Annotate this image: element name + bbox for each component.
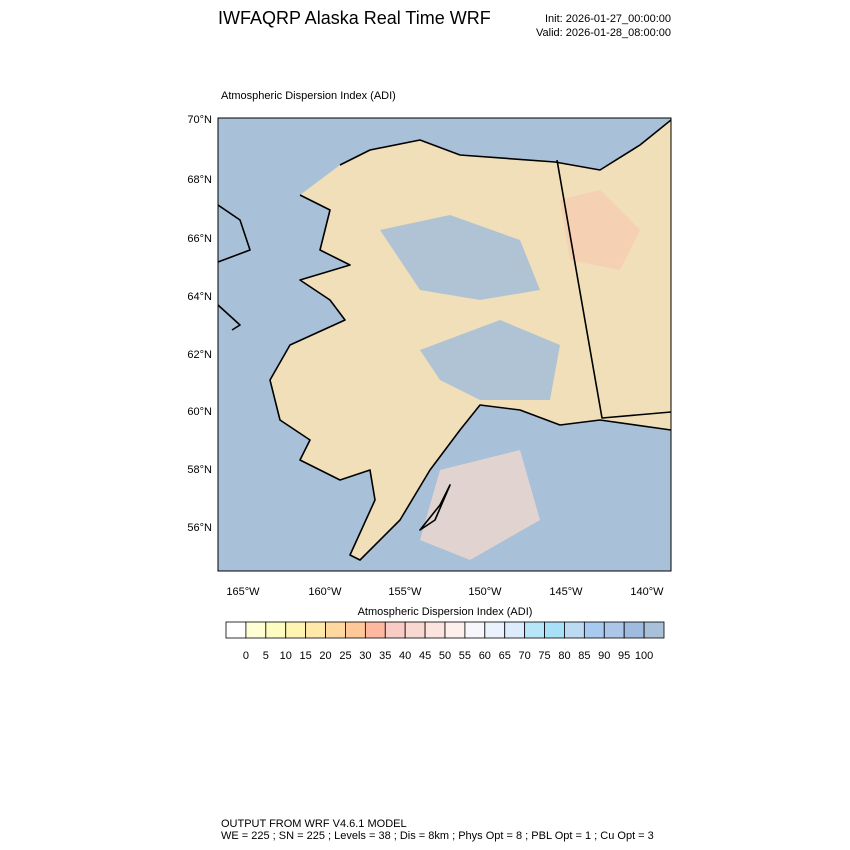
colorbar-label: 90 xyxy=(598,650,610,662)
colorbar-box xyxy=(583,621,605,639)
colorbar: 0 5 10 15 20 25 30 35 40 45 50 55 60 65 70 75 80 85 90 95 10… xyxy=(225,621,665,662)
colorbar-box xyxy=(424,621,446,639)
lat-label: 70°N xyxy=(187,114,212,126)
colorbar-title: Atmospheric Dispersion Index (ADI) xyxy=(358,606,533,618)
colorbar-box xyxy=(544,621,565,639)
low-index-area xyxy=(420,320,560,400)
lat-label: 66°N xyxy=(187,233,212,245)
colorbar-label: 100 xyxy=(635,650,653,662)
colorbar-box xyxy=(404,621,426,639)
colorbar-box xyxy=(265,621,287,639)
map-title: Atmospheric Dispersion Index (ADI) xyxy=(221,90,396,102)
colorbar-box xyxy=(345,621,366,639)
colorbar-label: 25 xyxy=(339,650,351,662)
valid-time: Valid: 2026-01-28_08:00:00 xyxy=(536,27,671,39)
colorbar-box xyxy=(285,621,307,639)
colorbar-box xyxy=(484,621,506,639)
map-frame xyxy=(217,117,672,572)
colorbar-box xyxy=(325,621,346,639)
colorbar-box xyxy=(464,621,486,639)
lon-label: 145°W xyxy=(549,586,583,598)
coastline xyxy=(269,119,671,561)
colorbar-label: 65 xyxy=(499,650,511,662)
lat-label: 62°N xyxy=(187,349,212,361)
colorbar-box xyxy=(225,621,247,639)
coastline xyxy=(218,204,251,331)
lat-label: 60°N xyxy=(187,406,212,418)
colorbar-box xyxy=(524,621,545,639)
colorbar-label: 40 xyxy=(399,650,411,662)
colorbar-label: 55 xyxy=(459,650,471,662)
lat-label: 58°N xyxy=(187,464,212,476)
lon-labels: 165°W 160°W 155°W 150°W 145°W 140°W xyxy=(226,586,664,598)
colorbar-label: 85 xyxy=(578,650,590,662)
colorbar-label: 0 xyxy=(243,650,249,662)
colorbar-box xyxy=(305,621,326,639)
colorbar-label: 50 xyxy=(439,650,451,662)
colorbar-label: 20 xyxy=(319,650,331,662)
colorbar-box xyxy=(245,621,267,639)
lon-label: 150°W xyxy=(468,586,502,598)
colorbar-label: 15 xyxy=(300,650,312,662)
footer-line: OUTPUT FROM WRF V4.6.1 MODEL xyxy=(221,818,407,830)
high-index-area xyxy=(560,190,640,270)
colorbar-label: 45 xyxy=(419,650,431,662)
colorbar-label: 35 xyxy=(379,650,391,662)
lon-label: 140°W xyxy=(630,586,664,598)
low-index-area xyxy=(380,215,540,300)
lon-label: 160°W xyxy=(308,586,342,598)
colorbar-label: 75 xyxy=(538,650,550,662)
colorbar-label: 95 xyxy=(618,650,630,662)
colorbar-box xyxy=(623,621,645,639)
colorbar-box xyxy=(444,621,466,639)
lon-label: 155°W xyxy=(388,586,422,598)
colorbar-box xyxy=(364,621,386,639)
colorbar-box xyxy=(504,621,526,639)
map-field xyxy=(218,118,671,571)
island xyxy=(419,484,451,531)
offshore-area xyxy=(420,450,540,560)
init-time: Init: 2026-01-27_00:00:00 xyxy=(545,13,671,25)
footer-line: WE = 225 ; SN = 225 ; Levels = 38 ; Dis … xyxy=(221,830,654,842)
colorbar-label: 10 xyxy=(280,650,292,662)
lon-label: 165°W xyxy=(226,586,260,598)
colorbar-label: 80 xyxy=(558,650,570,662)
colorbar-box xyxy=(603,621,625,639)
lat-label: 56°N xyxy=(187,522,212,534)
colorbar-label: 30 xyxy=(359,650,371,662)
colorbar-box xyxy=(384,621,406,639)
colorbar-box xyxy=(643,621,665,639)
page-title: IWFAQRP Alaska Real Time WRF xyxy=(218,8,491,28)
colorbar-label: 5 xyxy=(263,650,269,662)
colorbar-label: 70 xyxy=(519,650,531,662)
colorbar-label: 60 xyxy=(479,650,491,662)
colorbar-box xyxy=(564,621,585,639)
lat-label: 64°N xyxy=(187,291,212,303)
lat-labels: 70°N 68°N 66°N 64°N 62°N 60°N 58°N 56°N xyxy=(187,114,212,534)
lat-label: 68°N xyxy=(187,174,212,186)
border xyxy=(556,159,671,419)
